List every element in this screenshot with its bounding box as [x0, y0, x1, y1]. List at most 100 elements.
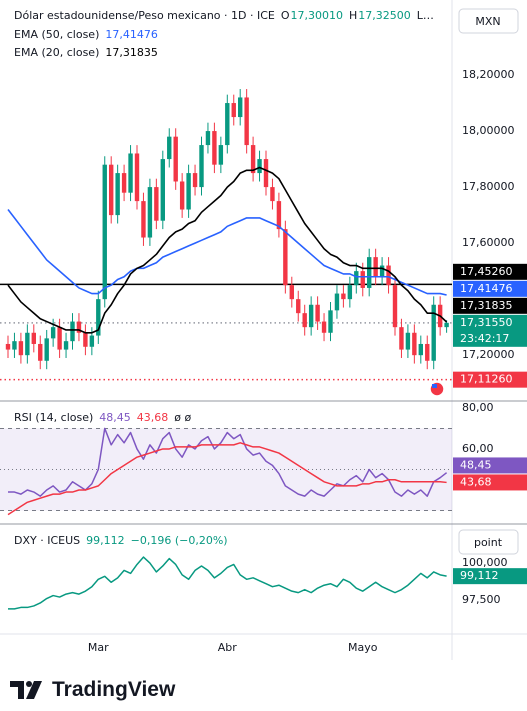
candle-body [179, 181, 185, 210]
price-label: 17,11260 [460, 373, 513, 386]
candle-body [31, 332, 36, 344]
candle-body [425, 343, 430, 361]
indicator-value: 43,68 [136, 411, 169, 424]
indicator-value: 17,41476 [105, 28, 158, 41]
series-line [8, 427, 448, 497]
candle-body [96, 299, 101, 336]
candle-body [386, 265, 391, 286]
candle-body [289, 285, 294, 300]
ohlc-value: 17,30010 [290, 9, 344, 22]
candle-body [50, 327, 56, 339]
x-tick-label: Mayo [348, 641, 378, 654]
compare-button-label[interactable]: point [474, 536, 503, 549]
currency-button-label[interactable]: MXN [475, 15, 500, 28]
candle-body [89, 335, 95, 347]
candle-body [328, 310, 333, 333]
candle-body [373, 257, 378, 277]
series-line [7, 209, 447, 296]
candle-body [392, 285, 398, 328]
ohlc-key: H [349, 9, 358, 22]
brand-logo [10, 681, 42, 699]
price-label: 99,112 [460, 569, 499, 582]
candle-body [63, 341, 69, 350]
y-tick-label: 18,00000 [462, 124, 515, 137]
candle-body [102, 164, 107, 300]
candle-body [83, 332, 88, 347]
main-legend: Dólar estadounidense/Peso mexicano · 1D … [14, 8, 440, 24]
y-tick-label: 18,20000 [462, 68, 515, 81]
event-flag-canton [432, 384, 437, 388]
x-tick-label: Abr [218, 641, 238, 654]
currency-button[interactable] [458, 8, 519, 34]
candle-body [250, 145, 256, 174]
candle-body [263, 159, 269, 188]
candle-body [276, 201, 282, 230]
candle-body [147, 187, 153, 238]
series-line [8, 556, 447, 610]
candle-body [44, 338, 49, 361]
candle-body [38, 343, 43, 361]
candle-body [334, 293, 340, 311]
dxy-legend: DXY · ICEUS 99,112 −0,196 (−0,20%) [14, 533, 234, 549]
candle-body [360, 271, 365, 288]
y-tick-label: 17,80000 [462, 180, 515, 193]
compare-button[interactable] [458, 529, 519, 555]
candle-body [379, 265, 385, 277]
candle-body [18, 341, 24, 356]
ohlc-key: L… [416, 9, 434, 22]
candle-body [128, 153, 133, 193]
candle-body [167, 136, 172, 160]
ohlc-value: 17,32500 [358, 9, 411, 22]
candle-body [354, 271, 359, 286]
candle-body [109, 164, 114, 216]
y-tick-label: 100,000 [462, 556, 508, 569]
ohlc-key: O [280, 9, 290, 22]
price-label-bg [453, 568, 527, 585]
price-label: 17,41476 [460, 282, 513, 295]
series-line [7, 166, 448, 334]
series-line [7, 442, 447, 516]
candle-body [367, 257, 372, 288]
indicator-name: RSI (14, close) [14, 411, 94, 424]
price-label: 48,45 [460, 458, 492, 471]
indicator-value: 17,31835 [105, 46, 158, 59]
brand-name: TradingView [52, 678, 176, 701]
y-tick-label: 80,00 [462, 401, 494, 414]
candle-body [199, 145, 204, 188]
price-label: 43,68 [460, 475, 492, 488]
candle-body [444, 322, 449, 328]
candle-body [431, 304, 436, 361]
brand[interactable]: TradingView [10, 678, 175, 702]
candle-body [154, 187, 159, 221]
y-tick-label: 97,500 [462, 593, 501, 606]
candle-body [238, 97, 243, 118]
candle-body [347, 285, 353, 300]
symbol-title: DXY · ICEUS [14, 534, 81, 547]
candle-body [321, 321, 327, 333]
x-tick-label: Mar [88, 641, 109, 654]
candle-body [57, 327, 62, 350]
rsi-legend: RSI (14, close) 48,45 43,68 ø ø [14, 410, 197, 426]
candle-body [308, 304, 314, 328]
candle-body [225, 103, 230, 146]
candle-body [405, 332, 411, 350]
indicator-name: EMA (20, close) [14, 46, 100, 59]
candle-body [134, 153, 140, 202]
candle-body [5, 343, 11, 350]
price-label-bg [453, 314, 527, 347]
price-label-bg [453, 297, 527, 314]
candle-body [341, 293, 346, 300]
symbol-title: Dólar estadounidense/Peso mexicano · 1D … [14, 9, 275, 22]
candle-body [302, 313, 307, 328]
candle-body [70, 321, 75, 342]
price-label: 17,31835 [460, 299, 513, 312]
symbol-change: −0,196 (−0,20%) [130, 534, 228, 547]
candle-body [283, 229, 288, 286]
y-tick-label: 17,20000 [462, 348, 515, 361]
candle-body [76, 321, 82, 333]
price-label-bg [453, 263, 527, 280]
candle-body [244, 97, 249, 146]
